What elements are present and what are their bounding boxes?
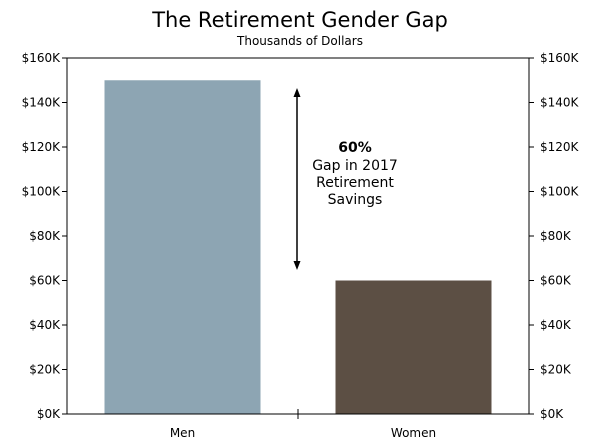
gap-text-line: Savings [328,192,383,208]
chart-title: The Retirement Gender Gap [152,8,448,32]
y-tick-label-right: $40K [540,318,572,332]
y-tick-label: $160K [22,51,62,65]
gap-annotation: 60% Gap in 2017 Retirement Savings [293,88,398,270]
right-y-axis: $0K $20K $40K $60K $80K $100K $120K $140K $160K [529,51,580,421]
left-y-axis: $0K $20K $40K $60K $80K $100K $120K $140K $160K [22,51,67,421]
x-axis: Men Women [170,409,436,440]
y-tick-label: $60K [29,274,61,288]
bar-women [335,280,492,414]
bar-men [104,80,261,414]
y-tick-label-right: $160K [540,51,580,65]
y-tick-label: $140K [22,96,62,110]
x-category-label: Men [170,426,195,440]
chart-subtitle: Thousands of Dollars [237,34,363,48]
gap-text-line: Gap in 2017 [312,158,398,174]
y-tick-label-right: $100K [540,185,580,199]
gap-percent: 60% [338,140,372,156]
y-tick-label-right: $120K [540,140,580,154]
y-tick-label: $80K [29,229,61,243]
y-tick-label-right: $80K [540,229,572,243]
y-tick-label: $0K [37,407,61,421]
y-tick-label-right: $0K [540,407,564,421]
gap-arrow-head-bottom [293,261,301,270]
gap-text-line: Retirement [316,175,394,191]
y-tick-label: $40K [29,318,61,332]
y-tick-label-right: $20K [540,363,572,377]
y-tick-label-right: $140K [540,96,580,110]
gap-arrow-head-top [293,88,301,97]
x-category-label: Women [391,426,436,440]
y-tick-label: $120K [22,140,62,154]
y-tick-label: $100K [22,185,62,199]
y-tick-label: $20K [29,363,61,377]
bars [104,80,492,414]
y-tick-label-right: $60K [540,274,572,288]
